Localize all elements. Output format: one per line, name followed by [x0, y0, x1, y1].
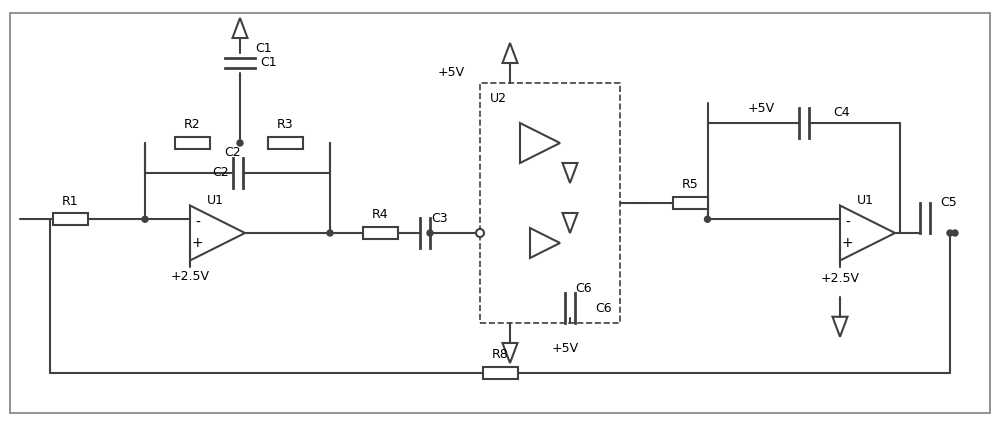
Text: R8: R8	[492, 349, 508, 362]
Text: R3: R3	[277, 118, 293, 132]
Text: +2.5V: +2.5V	[820, 272, 860, 285]
Text: +: +	[192, 236, 203, 250]
Circle shape	[704, 216, 710, 222]
Circle shape	[476, 229, 484, 237]
Text: C5: C5	[940, 197, 957, 209]
Text: +5V: +5V	[551, 341, 579, 354]
Text: R2: R2	[184, 118, 201, 132]
Text: +5V: +5V	[438, 66, 465, 80]
Text: C3: C3	[432, 212, 448, 225]
Text: C2: C2	[212, 167, 229, 179]
Text: U1: U1	[207, 195, 224, 208]
Bar	[175, 137, 210, 149]
Text: +5V: +5V	[748, 102, 775, 115]
Text: +2.5V: +2.5V	[170, 270, 210, 283]
Text: C1: C1	[255, 41, 272, 55]
Text: C1: C1	[260, 57, 277, 69]
Circle shape	[947, 230, 953, 236]
Text: U1: U1	[856, 195, 874, 208]
Bar	[482, 367, 518, 379]
Bar	[268, 137, 302, 149]
Bar	[362, 227, 398, 239]
Bar	[52, 213, 88, 225]
Circle shape	[952, 230, 958, 236]
Text: +: +	[842, 236, 853, 250]
Text: C2: C2	[224, 146, 241, 159]
Bar	[672, 197, 708, 209]
Text: C6: C6	[575, 281, 592, 294]
Text: R4: R4	[372, 209, 388, 222]
Circle shape	[427, 230, 433, 236]
Text: -: -	[195, 216, 200, 230]
Circle shape	[142, 216, 148, 222]
Text: R1: R1	[62, 195, 78, 208]
Bar	[480, 83, 620, 323]
Circle shape	[237, 140, 243, 146]
Circle shape	[327, 230, 333, 236]
Text: U2: U2	[490, 91, 507, 104]
Text: C4: C4	[834, 107, 850, 120]
Text: C6: C6	[595, 302, 612, 314]
Text: -: -	[845, 216, 850, 230]
Text: R5: R5	[682, 179, 698, 192]
